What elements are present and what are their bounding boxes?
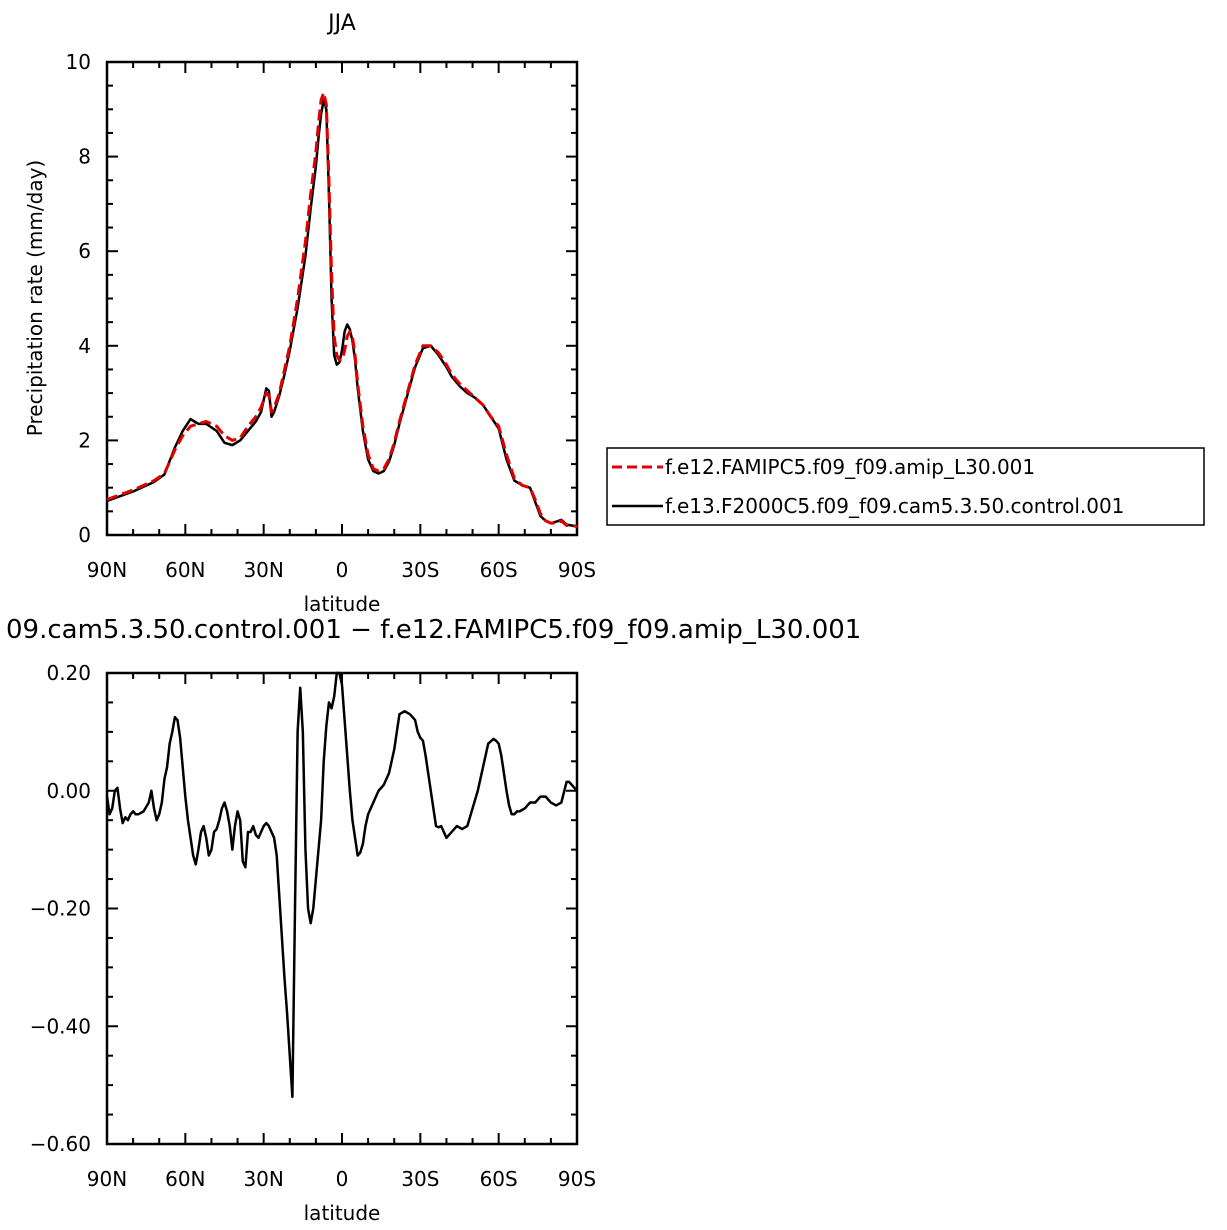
top-panel-y-tick-label: 4 xyxy=(78,334,91,358)
top-panel-y-axis-label: Precipitation rate (mm/day) xyxy=(23,160,47,436)
bottom-panel-plot-area: 90N 60N 30N 0 30S 60S 90S −0.60 −0.40 −0.20 0.00 0.… xyxy=(30,661,596,1191)
bottom-panel-x-tick-label: 0 xyxy=(336,1167,349,1191)
top-panel-x-tick-label: 90N xyxy=(87,558,127,582)
top-panel-y-tick-label: 0 xyxy=(78,523,91,547)
top-panel-series xyxy=(106,91,578,528)
top-panel-ticks: 90N 60N 30N 0 30S 60S 90S 0 2 4 6 8 10 xyxy=(66,50,597,582)
top-panel: JJA Precipitation rate (mm/day) latitude… xyxy=(23,11,1205,616)
top-panel-series-line-0 xyxy=(106,91,578,528)
top-panel-x-tick-label: 30N xyxy=(243,558,283,582)
bottom-panel-x-tick-label: 30S xyxy=(401,1167,439,1191)
top-panel-x-tick-label: 60N xyxy=(165,558,205,582)
top-panel-title: JJA xyxy=(326,11,356,36)
bottom-panel-ticks: 90N 60N 30N 0 30S 60S 90S −0.60 −0.40 −0.20 0.00 0.… xyxy=(30,661,596,1191)
top-panel-x-axis-label: latitude xyxy=(304,592,381,616)
bottom-panel-frame xyxy=(105,671,579,1146)
bottom-panel-y-tick-label: −0.60 xyxy=(30,1132,91,1156)
bottom-panel-x-tick-label: 60N xyxy=(165,1167,205,1191)
top-panel-y-tick-label: 10 xyxy=(66,50,91,74)
bottom-panel-y-tick-label: 0.00 xyxy=(46,779,91,803)
legend-label-amip: f.e12.FAMIPC5.f09_f09.amip_L30.001 xyxy=(665,455,1035,479)
top-panel-y-tick-label: 2 xyxy=(78,428,91,452)
bottom-panel-series-line-0 xyxy=(105,671,578,1099)
bottom-panel: 09.cam5.3.50.control.001 − f.e12.FAMIPC5… xyxy=(6,615,861,1225)
bottom-panel-x-tick-label: 30N xyxy=(243,1167,283,1191)
top-panel-plot-area: 90N 60N 30N 0 30S 60S 90S 0 2 4 6 8 10 xyxy=(66,50,597,582)
legend: f.e12.FAMIPC5.f09_f09.amip_L30.001 f.e13… xyxy=(606,447,1205,526)
legend-box xyxy=(606,447,1205,526)
bottom-panel-series xyxy=(105,671,578,1099)
bottom-panel-y-tick-label: −0.40 xyxy=(30,1014,91,1038)
top-panel-frame xyxy=(105,60,579,537)
top-panel-x-tick-label: 60S xyxy=(480,558,518,582)
top-panel-x-tick-label: 0 xyxy=(336,558,349,582)
bottom-panel-x-tick-label: 90S xyxy=(558,1167,596,1191)
top-panel-series-line-1 xyxy=(106,98,578,528)
top-panel-x-tick-label: 90S xyxy=(558,558,596,582)
bottom-panel-title: 09.cam5.3.50.control.001 − f.e12.FAMIPC5… xyxy=(6,615,861,645)
top-panel-y-tick-label: 8 xyxy=(78,145,91,169)
bottom-panel-x-tick-label: 60S xyxy=(480,1167,518,1191)
bottom-panel-x-axis-label: latitude xyxy=(304,1201,381,1225)
bottom-panel-y-tick-label: −0.20 xyxy=(30,897,91,921)
top-panel-y-tick-label: 6 xyxy=(78,239,91,263)
legend-label-control: f.e13.F2000C5.f09_f09.cam5.3.50.control.… xyxy=(665,494,1124,518)
top-panel-x-tick-label: 30S xyxy=(401,558,439,582)
bottom-panel-x-tick-label: 90N xyxy=(87,1167,127,1191)
bottom-panel-y-tick-label: 0.20 xyxy=(46,661,91,685)
